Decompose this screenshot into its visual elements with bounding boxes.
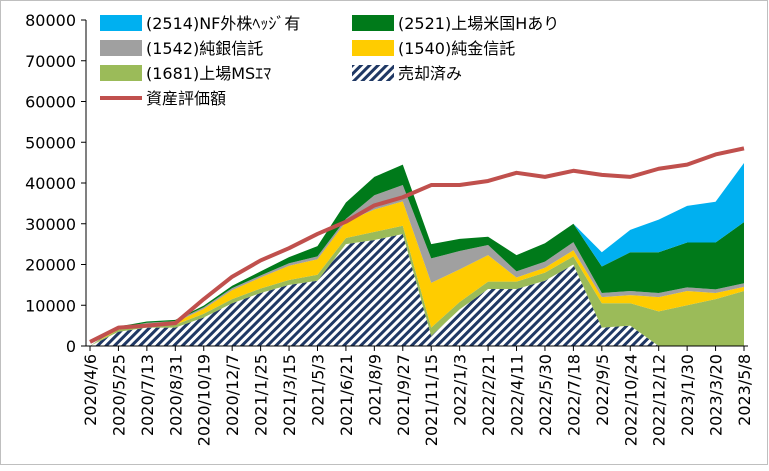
legend-label: 資産評価額: [146, 89, 226, 108]
legend-swatch: [352, 15, 394, 31]
area-series-6: [90, 163, 744, 346]
legend-label: (1542)純銀信託: [146, 39, 263, 58]
legend-swatch: [100, 40, 142, 56]
line-series-1: [89, 146, 745, 344]
x-tick-label: 2021/6/21: [337, 354, 356, 436]
legend-label: 売却済み: [398, 64, 462, 83]
x-tick-label: 2022/5/30: [536, 354, 555, 436]
area-series-2: [90, 225, 744, 346]
y-tick-label: 20000: [25, 256, 76, 275]
x-tick-label: 2022/1/3: [451, 354, 470, 426]
x-tick-label: 2021/3/15: [280, 354, 299, 436]
x-tick-label: 2020/12/7: [223, 354, 242, 436]
x-tick-label: 2020/7/13: [138, 354, 157, 436]
legend-background: [92, 8, 592, 120]
y-tick-label: 50000: [25, 133, 76, 152]
x-tick-label: 2023/1/30: [678, 354, 697, 436]
x-tick-label: 2022/7/18: [564, 354, 583, 436]
legend: (2514)NF外株ﾍｯｼﾞ有 (2521)上場米国Hあり (1542)純銀信託 (1…: [92, 8, 592, 120]
x-tick-label: 2022/9/5: [593, 354, 612, 426]
area-series-1: [90, 233, 744, 346]
legend-swatch: [100, 15, 142, 31]
y-tick-label: 10000: [25, 296, 76, 315]
y-tick-label: 30000: [25, 215, 76, 234]
x-tick-label: 2020/10/19: [195, 354, 214, 446]
x-tick-label: 2021/1/25: [252, 354, 271, 436]
x-tick-label: 2021/9/27: [394, 354, 413, 436]
x-tick-label: 2021/11/15: [422, 354, 441, 446]
x-tick-label: 2021/8/9: [365, 354, 384, 426]
x-tick-label: 2022/12/12: [650, 354, 669, 446]
x-tick-label: 2023/3/20: [707, 354, 726, 436]
x-tick-label: 2023/5/8: [735, 354, 754, 426]
legend-label: (2514)NF外株ﾍｯｼﾞ有: [146, 14, 300, 33]
x-tick-label: 2020/4/6: [81, 354, 100, 426]
legend-label: (1681)上場MSｴﾏ: [146, 64, 271, 83]
line-series-group: [89, 146, 745, 344]
area-series-3: [90, 201, 744, 346]
x-axis: 2020/4/6 2020/5/25 2020/7/13 2020/8/31 2020/…: [81, 345, 754, 446]
y-tick-label: 40000: [25, 174, 76, 193]
legend-label: (1540)純金信託: [398, 39, 515, 58]
x-tick-label: 2022/10/24: [621, 354, 640, 446]
y-tick-label: 80000: [25, 11, 76, 30]
y-axis: 0 10000 20000 30000 40000 50000 60000 70000 8000…: [25, 11, 87, 356]
y-tick-label: 70000: [25, 52, 76, 71]
legend-label: (2521)上場米国Hあり: [398, 14, 559, 33]
y-tick-label: 0: [66, 337, 76, 356]
y-tick-label: 60000: [25, 93, 76, 112]
legend-swatch: [352, 40, 394, 56]
x-tick-label: 2021/5/3: [308, 354, 327, 426]
area-series-group: [90, 163, 744, 346]
x-tick-label: 2022/2/21: [479, 354, 498, 436]
x-tick-label: 2022/4/11: [508, 354, 527, 436]
legend-swatch: [352, 65, 394, 81]
x-tick-label: 2020/5/25: [109, 354, 128, 436]
x-tick-label: 2020/8/31: [166, 354, 185, 436]
legend-swatch: [100, 65, 142, 81]
